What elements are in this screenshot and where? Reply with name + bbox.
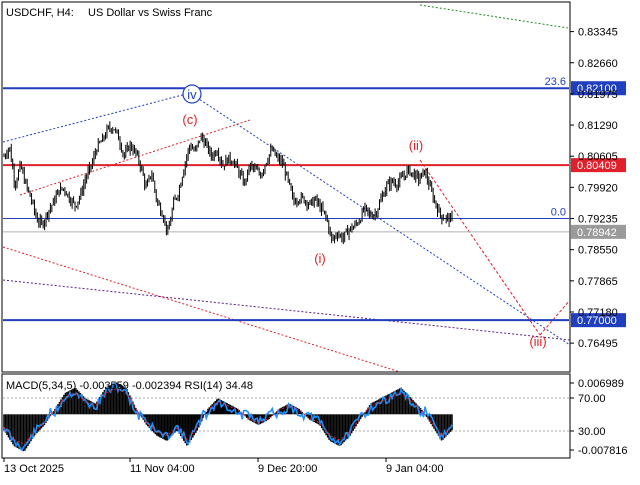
price-tick-label: 0.81975 bbox=[578, 89, 618, 101]
time-tick-label: 13 Oct 2025 bbox=[4, 463, 64, 475]
price-label-fib-23.6: 0.82100 bbox=[577, 83, 617, 95]
time-axis: 13 Oct 2025 11 Nov 04:00 9 Dec 20:00 9 Jan … bbox=[3, 458, 444, 475]
symbol-timeframe: USDCHF, H4: bbox=[6, 7, 74, 19]
price-label-bg-current-price bbox=[571, 224, 626, 239]
price-label-resistance: 0.80409 bbox=[577, 160, 617, 172]
price-label-current-price: 0.78942 bbox=[577, 227, 617, 239]
time-tick-label: 9 Dec 20:00 bbox=[258, 463, 317, 475]
price-tick-label: 0.77180 bbox=[578, 307, 618, 319]
fib-label-fib-0.0: 0.0 bbox=[551, 207, 566, 219]
rsi-line bbox=[3, 382, 453, 452]
price-candles bbox=[3, 121, 453, 245]
symbol-description: US Dollar vs Swiss Franc bbox=[88, 7, 213, 19]
channel-upper-blue bbox=[2, 92, 191, 143]
channel-upper-red bbox=[19, 119, 251, 196]
price-tick-label: 0.76495 bbox=[578, 338, 618, 350]
wave-c-label: (c) bbox=[182, 112, 197, 127]
price-label-bg-fib-23.6 bbox=[571, 81, 626, 96]
price-tick-label: 0.79235 bbox=[578, 214, 618, 226]
indicator-tick-label: 70.00 bbox=[578, 393, 606, 405]
channel-lower-purple bbox=[2, 279, 571, 341]
indicator-plot-frame bbox=[1, 373, 571, 459]
projection-iii-rebound bbox=[539, 299, 571, 336]
wave-i-label: (i) bbox=[314, 251, 326, 266]
wave-labels: iv (c) (ii) (i) (iii) bbox=[182, 84, 547, 349]
price-label-support: 0.77000 bbox=[577, 315, 617, 327]
projection-iii-red bbox=[419, 159, 541, 336]
channel-lower-red bbox=[2, 246, 401, 373]
indicator-panel: MACD(5,34,5) -0.003559 -0.002394 RSI(14)… bbox=[3, 380, 569, 452]
indicator-title: MACD(5,34,5) -0.003559 -0.002394 RSI(14)… bbox=[6, 380, 253, 392]
price-tick-label: 0.78550 bbox=[578, 245, 618, 257]
wave-iii-label: (iii) bbox=[529, 334, 546, 349]
time-tick-label: 9 Jan 04:00 bbox=[386, 463, 444, 475]
indicator-tick-label: -0.007816 bbox=[578, 445, 628, 457]
levels: 23.6 0.82100 0.80409 0.0 0.78942 0.77000 bbox=[3, 76, 626, 328]
macd-signal-line bbox=[3, 388, 451, 444]
price-tick-label: 0.81290 bbox=[578, 120, 618, 132]
price-tick-label: 0.77865 bbox=[578, 276, 618, 288]
wave-iv-label: iv bbox=[187, 87, 197, 102]
wave-iv-circle bbox=[182, 84, 202, 104]
green-trendline bbox=[419, 4, 569, 29]
trendlines bbox=[2, 4, 571, 373]
price-label-bg-resistance bbox=[571, 158, 626, 173]
price-tick-label: 0.83345 bbox=[578, 27, 618, 39]
price-label-bg-support bbox=[571, 313, 626, 328]
fib-label-fib-23.6: 23.6 bbox=[545, 76, 566, 88]
indicator-tick-label: 0.006989 bbox=[578, 378, 624, 390]
price-tick-label: 0.79920 bbox=[578, 182, 618, 194]
main-plot-frame bbox=[1, 1, 571, 373]
indicator-axis: 0.006989 70.00 30.00 -0.007816 bbox=[570, 378, 628, 457]
price-tick-label: 0.80605 bbox=[578, 151, 618, 163]
indicator-tick-label: 30.00 bbox=[578, 426, 606, 438]
price-axis: 0.83345 0.82660 0.81975 0.81290 0.80605 0.799… bbox=[570, 27, 618, 350]
price-tick-label: 0.82660 bbox=[578, 58, 618, 70]
wave-ii-label: (ii) bbox=[409, 138, 423, 153]
time-tick-label: 11 Nov 04:00 bbox=[130, 463, 195, 475]
